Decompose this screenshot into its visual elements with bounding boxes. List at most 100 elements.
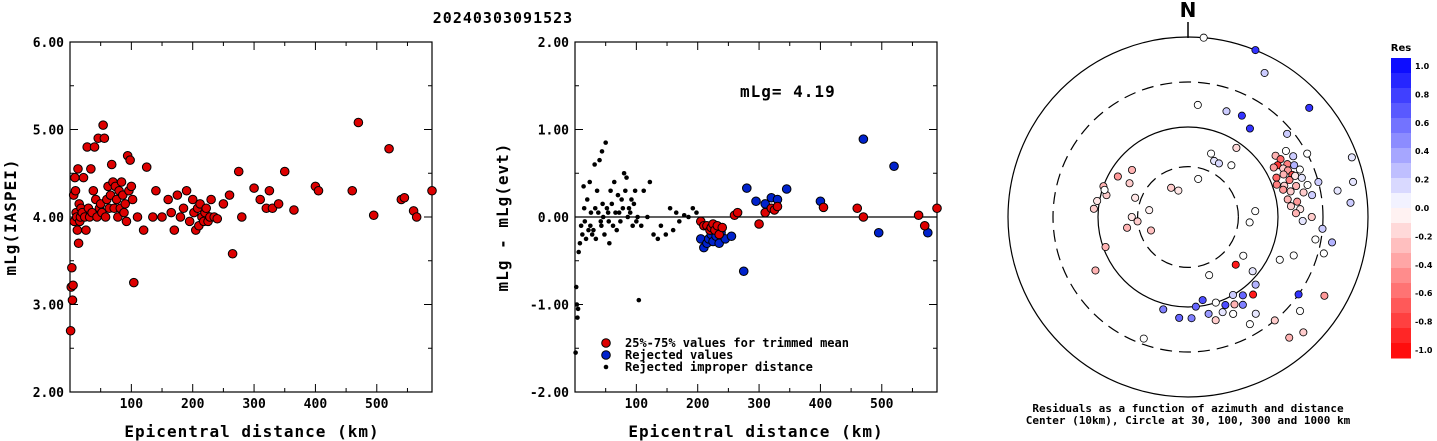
distance-ring-30km [1136,166,1239,269]
accepted-point [932,203,942,214]
data-point [70,185,81,196]
accepted-point [858,212,869,222]
figure-title: 20240303091523 [433,9,573,27]
data-point [249,183,259,193]
accepted-point [772,201,783,212]
station-residual-point [1133,217,1142,226]
station-residual-point [1328,238,1337,247]
improper-distance-point [583,236,589,242]
station-residual-point [1145,206,1154,215]
data-point [126,181,137,192]
legend-marker [601,350,611,360]
colorbar-swatch [1391,268,1411,284]
data-point [227,248,238,259]
improper-distance-point [608,188,613,194]
data-point [184,216,195,227]
station-residual-point [1229,309,1238,318]
station-residual-point [1272,173,1281,182]
station-residual-point [1101,243,1110,252]
data-point [368,210,379,221]
data-point [67,262,77,273]
data-point [100,212,111,222]
rejected-point [751,196,761,207]
data-point [163,194,173,205]
station-residual-point [1347,153,1356,162]
station-residual-point [1199,33,1208,42]
station-residual-point [1222,107,1231,116]
legend-label: Rejected values [625,348,733,362]
station-residual-point [1289,251,1298,260]
station-residual-point [1318,224,1327,233]
improper-distance-point [576,249,581,255]
improper-distance-point [588,210,594,215]
residual-colorbar: Res 1.0 0.8 0.6 0.4 0.2 0.0 -0.2 -0.4 -0.6 -0.8 -1.… [1391,43,1433,359]
station-residual-point [1303,180,1312,189]
data-point [125,155,135,165]
station-residual-point [1251,280,1260,289]
data-point [70,172,80,183]
colorbar-swatch [1391,148,1411,164]
accepted-point [913,210,924,221]
data-point [141,162,152,172]
data-point [121,216,132,227]
magnitude-vs-distance-panel: 100 200 300 400 500 2.00 3.00 4.00 5.00 6.00 Epic… [1,36,437,441]
data-point [157,212,167,222]
legend-marker [601,338,611,348]
improper-distance-point [588,223,593,229]
colorbar-swatch [1391,163,1411,179]
colorbar-swatch [1391,73,1411,89]
station-residual-point [1279,185,1288,194]
improper-distance-point [673,210,679,215]
colorbar-tick-label: 0.4 [1415,147,1430,156]
y-tick-label: -2.00 [530,386,569,401]
station-residual-point [1251,207,1260,216]
rejected-point [781,184,792,194]
data-point [86,164,96,174]
improper-distance-point [619,197,624,202]
improper-distance-point [584,197,590,202]
data-point [236,212,247,222]
improper-distance-point [575,306,581,312]
data-point [166,207,177,218]
station-residual-point [1297,173,1306,182]
station-residual-point [1125,179,1134,188]
data-point [264,185,275,196]
improper-distance-point [593,236,599,242]
data-point [89,142,100,152]
improper-distance-point [607,240,612,246]
colorbar-title: Res [1391,43,1411,54]
colorbar-swatch [1391,328,1411,344]
station-residual-point [1123,223,1132,232]
station-residual-point [1194,174,1203,183]
colorbar-swatch [1391,193,1411,209]
station-residual-point [1311,235,1320,244]
legend: 25%-75% values for trimmed meanRejected … [601,336,849,374]
data-point [172,190,183,200]
station-residual-point [1198,296,1207,305]
station-residual-point [1296,307,1305,316]
data-point [120,199,131,209]
station-residual-point [1174,186,1183,195]
station-residual-point [1230,300,1239,309]
station-residual-point [1232,143,1241,152]
network-magnitude-annotation: mLg= 4.19 [740,82,836,101]
improper-distance-point [573,350,578,355]
station-residual-point [1286,202,1295,211]
station-residual-point [1229,290,1238,299]
data-point [106,159,117,170]
station-residual-point [1346,198,1355,207]
colorbar-swatch [1391,133,1411,149]
station-residual-point [1290,161,1299,170]
improper-distance-point [592,205,598,211]
station-residual-point [1237,111,1246,120]
improper-distance-point [629,197,634,202]
station-residual-point [1227,161,1236,170]
data-point [132,212,143,222]
station-residual-point [1249,290,1258,299]
station-residual-point [1127,165,1136,174]
station-residual-point [1279,170,1288,179]
station-residual-point [1167,183,1176,192]
station-residual-point [1270,316,1279,325]
improper-distance-point [580,232,585,237]
improper-distance-point [627,210,633,215]
